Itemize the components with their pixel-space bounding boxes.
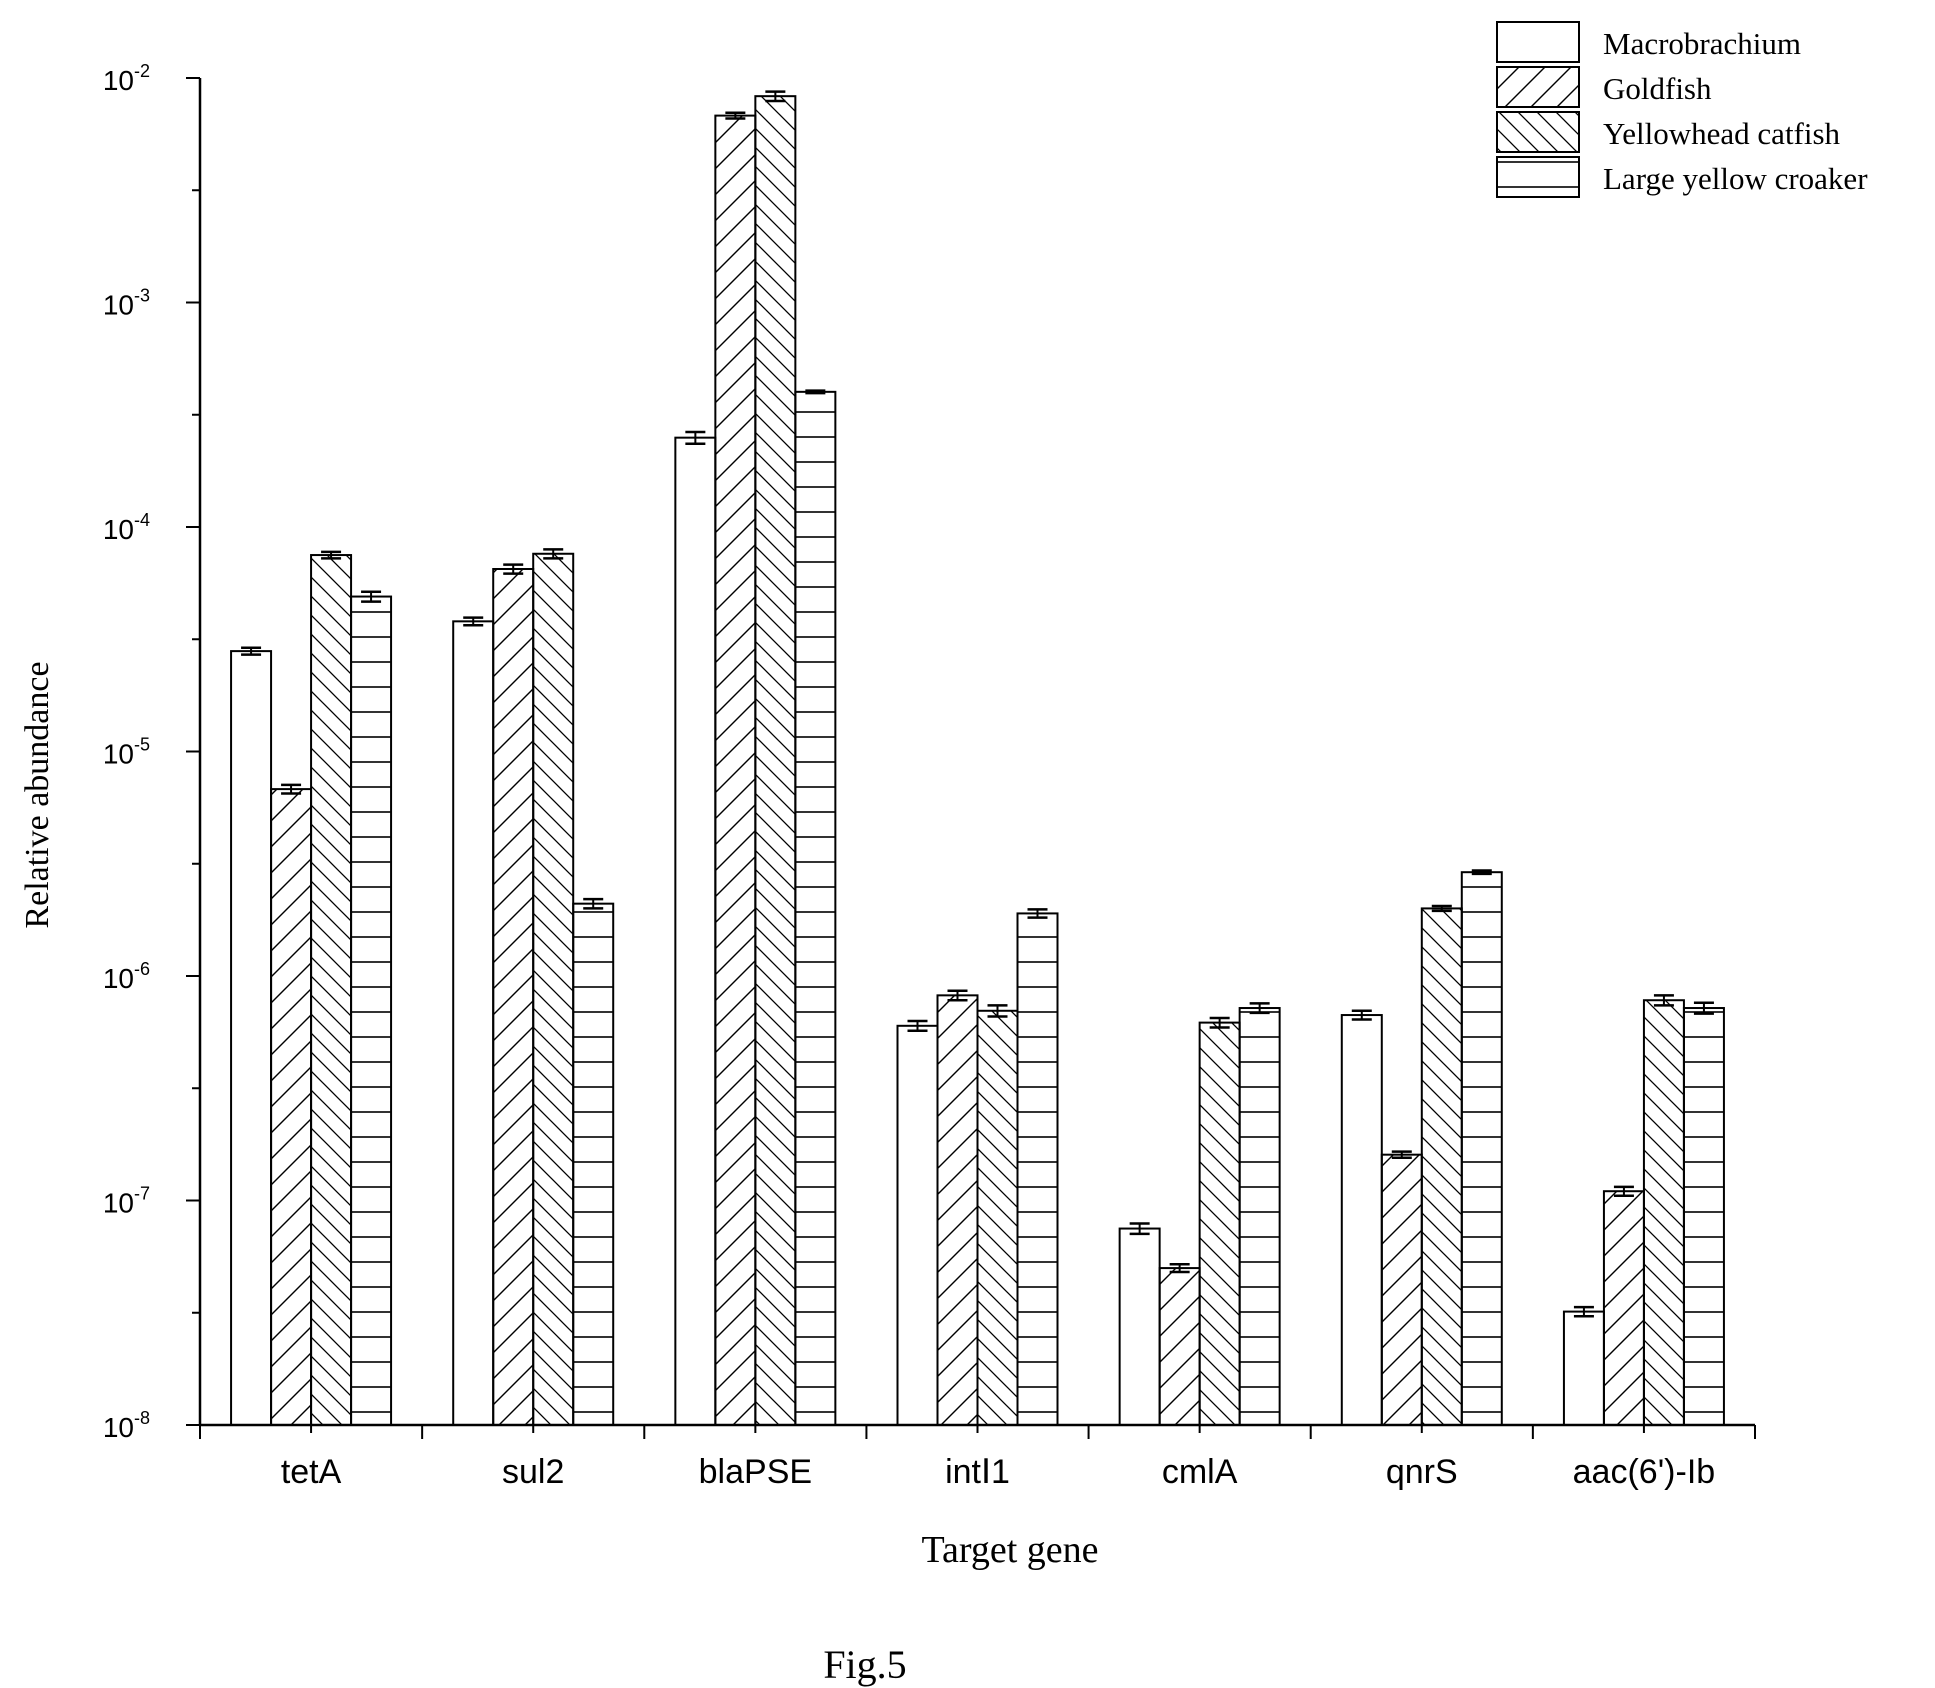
legend-label: Large yellow croaker — [1603, 161, 1868, 196]
bar-aac(6')-Ib-macrobrachium — [1562, 1310, 1605, 1427]
bar-qnrS-large-yellow-croaker — [1460, 871, 1503, 1426]
legend-swatch — [1496, 21, 1580, 63]
y-tick-label: 10-6 — [103, 959, 150, 994]
bar-qnrS-macrobrachium — [1340, 1014, 1383, 1426]
bar-intⅠ1-macrobrachium — [896, 1024, 939, 1426]
bar-aac(6')-Ib-yellowhead-catfish — [1642, 999, 1685, 1426]
bar-intⅠ1-goldfish — [936, 994, 979, 1427]
bar-intⅠ1-large-yellow-croaker — [1016, 912, 1059, 1426]
y-tick-label: 10-4 — [103, 510, 150, 545]
bar-cmlA-goldfish — [1158, 1267, 1201, 1426]
bar-aac(6')-Ib-goldfish — [1602, 1190, 1645, 1427]
bar-cmlA-yellowhead-catfish — [1198, 1021, 1241, 1427]
bars-layer — [230, 90, 1725, 1427]
bar-aac(6')-Ib-large-yellow-croaker — [1682, 1007, 1725, 1426]
x-axis-label: Target gene — [921, 1529, 1098, 1571]
bar-blaPSE-large-yellow-croaker — [794, 390, 837, 1426]
y-axis-label: Relative abundance — [19, 661, 56, 928]
bar-sul2-goldfish — [492, 568, 535, 1426]
bar-intⅠ1-yellowhead-catfish — [976, 1009, 1019, 1427]
bar-sul2-yellowhead-catfish — [532, 552, 575, 1426]
x-tick-label: tetA — [281, 1453, 342, 1491]
bar-blaPSE-macrobrachium — [674, 436, 717, 1426]
axes-layer: 10-8 10-7 10-6 10-5 10-4 10-3 10-2 tetA sul2 blaP… — [103, 61, 1756, 1491]
legend-label: Macrobrachium — [1603, 26, 1801, 61]
figure-caption: Fig.5 — [823, 1642, 906, 1687]
y-tick-label: 10-5 — [103, 735, 150, 770]
legend-label: Goldfish — [1603, 71, 1712, 106]
y-tick-label: 10-8 — [103, 1408, 150, 1443]
bar-tetA-large-yellow-croaker — [350, 595, 393, 1426]
bar-qnrS-yellowhead-catfish — [1420, 907, 1463, 1426]
x-tick-label: cmlA — [1162, 1453, 1238, 1491]
bar-sul2-macrobrachium — [452, 620, 495, 1426]
bar-cmlA-macrobrachium — [1118, 1227, 1161, 1426]
bar-qnrS-goldfish — [1380, 1153, 1423, 1426]
x-tick-label: sul2 — [502, 1453, 564, 1491]
legend-label: Yellowhead catfish — [1603, 116, 1841, 151]
y-tick-label: 10-3 — [103, 286, 150, 321]
x-tick-label: blaPSE — [699, 1453, 812, 1491]
bar-blaPSE-yellowhead-catfish — [754, 95, 797, 1426]
legend-swatch — [1496, 156, 1580, 198]
bar-blaPSE-goldfish — [714, 114, 757, 1426]
bar-sul2-large-yellow-croaker — [572, 902, 615, 1426]
x-tick-label: qnrS — [1386, 1453, 1458, 1491]
legend-swatch — [1496, 66, 1580, 108]
y-tick-label: 10-2 — [103, 61, 150, 96]
bar-tetA-macrobrachium — [230, 650, 273, 1426]
bar-tetA-goldfish — [270, 788, 313, 1426]
y-tick-label: 10-7 — [103, 1184, 150, 1219]
legend: Macrobrachium Goldfish Yellowhead catfish L… — [1496, 21, 1868, 198]
bar-cmlA-large-yellow-croaker — [1238, 1007, 1281, 1426]
legend-swatch — [1496, 111, 1580, 153]
bar-tetA-yellowhead-catfish — [310, 554, 353, 1426]
x-tick-label: intⅠ1 — [945, 1453, 1010, 1491]
x-tick-label: aac(6')-Ib — [1573, 1453, 1716, 1491]
